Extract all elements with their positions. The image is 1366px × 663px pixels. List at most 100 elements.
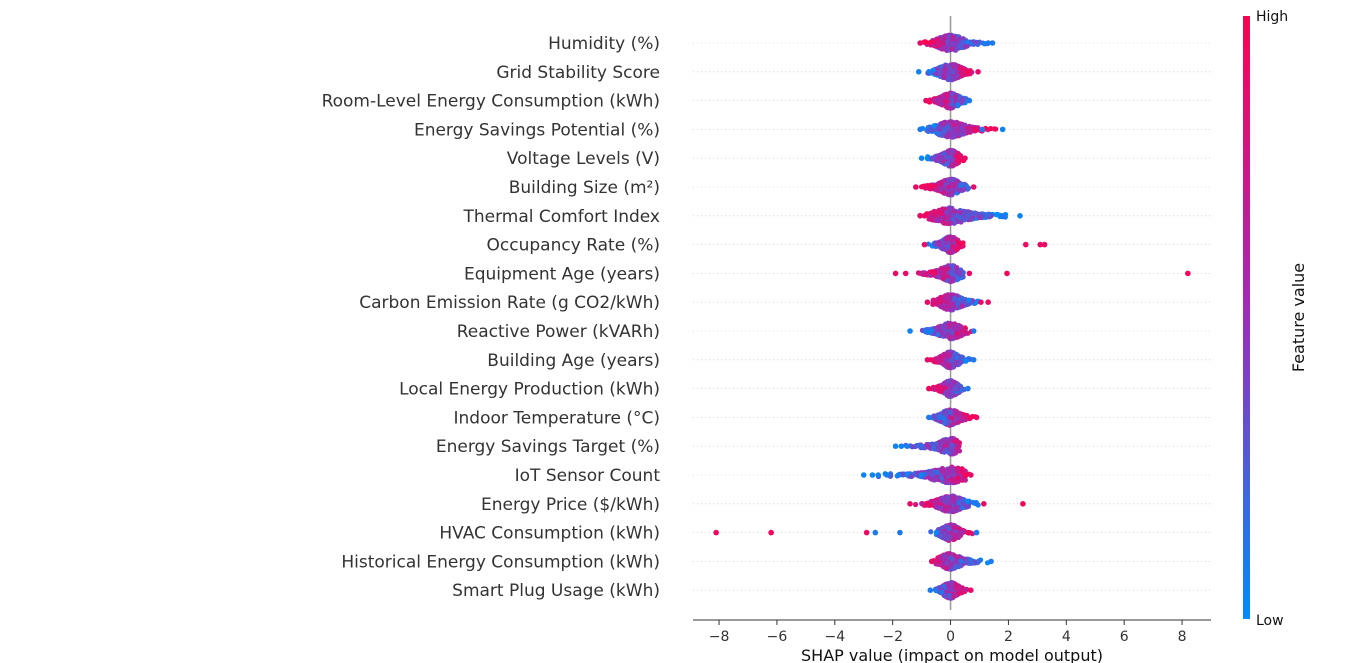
shap-point <box>935 331 941 337</box>
shap-point-outlier <box>1037 241 1044 248</box>
shap-point <box>959 99 965 105</box>
shap-point-outlier <box>989 40 996 46</box>
shap-point <box>945 391 952 397</box>
shap-point <box>960 240 966 246</box>
shap-point <box>959 122 965 129</box>
shap-point <box>946 176 952 183</box>
shap-point <box>956 43 963 49</box>
shap-point <box>958 324 964 330</box>
shap-point <box>954 73 960 79</box>
shap-point <box>927 39 933 46</box>
shap-point <box>941 36 947 43</box>
shap-point-outlier <box>921 213 928 219</box>
shap-point <box>954 130 960 136</box>
shap-point <box>991 126 998 132</box>
shap-point <box>950 212 956 218</box>
shap-point <box>952 295 958 301</box>
shap-point <box>955 122 961 128</box>
shap-point <box>942 356 948 362</box>
shap-point-outlier <box>884 472 890 478</box>
shap-point <box>942 128 948 135</box>
shap-point <box>935 357 941 363</box>
shap-point <box>936 239 942 246</box>
shap-point <box>950 467 956 473</box>
shap-point <box>955 103 961 109</box>
shap-point <box>950 216 956 222</box>
shap-point <box>931 385 937 392</box>
shap-point <box>944 295 950 301</box>
shap-point <box>967 209 974 216</box>
shap-point <box>965 69 972 75</box>
shap-point-outlier <box>869 472 876 478</box>
shap-point-outlier <box>913 184 919 190</box>
shap-point <box>947 409 953 415</box>
shap-point <box>965 185 972 191</box>
shap-point <box>940 220 947 226</box>
shap-point <box>952 386 958 392</box>
shap-point <box>934 157 940 163</box>
shap-point-outlier <box>917 40 923 46</box>
shap-point <box>950 34 956 40</box>
shap-point-outlier <box>921 184 928 190</box>
shap-point <box>958 182 964 188</box>
shap-point <box>947 436 953 442</box>
shap-point-outlier <box>966 270 973 277</box>
shap-point <box>940 272 947 278</box>
shap-point <box>955 419 961 425</box>
shap-point-outlier <box>921 241 928 248</box>
shap-point <box>941 121 947 128</box>
shap-point-outlier <box>902 270 909 277</box>
shap-point <box>948 358 955 364</box>
shap-point <box>946 352 953 358</box>
shap-point <box>961 186 967 192</box>
shap-point <box>954 330 960 337</box>
shap-point <box>949 271 955 277</box>
shap-point <box>935 99 941 106</box>
shap-point <box>936 274 942 280</box>
shap-point <box>943 479 949 485</box>
shap-point <box>949 330 955 336</box>
shap-point <box>993 212 999 218</box>
shap-point <box>958 219 964 225</box>
shap-point <box>941 449 947 455</box>
shap-point-outlier <box>1004 270 1010 277</box>
shap-point <box>955 468 961 475</box>
shap-point <box>939 475 945 481</box>
shap-point <box>985 211 991 217</box>
shap-point-outlier <box>970 328 977 334</box>
shap-point <box>945 420 951 426</box>
shap-point <box>944 209 950 215</box>
shap-point <box>929 328 935 334</box>
shap-point <box>938 414 944 420</box>
shap-point <box>934 217 940 223</box>
shap-point <box>956 270 962 276</box>
shap-point <box>962 477 968 483</box>
shap-point <box>936 69 942 75</box>
shap-point <box>944 92 950 98</box>
shap-point <box>947 364 953 370</box>
shap-point <box>951 134 957 140</box>
shap-point-outlier <box>895 472 902 478</box>
shap-point <box>912 501 919 508</box>
shap-point-outlier <box>985 299 991 306</box>
shap-point-outlier <box>966 97 973 104</box>
shap-point <box>952 408 958 414</box>
shap-point <box>943 98 949 104</box>
data-points <box>713 32 1191 601</box>
shap-point <box>953 361 959 367</box>
shap-point-outlier <box>892 270 899 277</box>
shap-point <box>966 297 972 303</box>
shap-point <box>941 267 948 273</box>
shap-point <box>925 154 931 160</box>
shap-point-outlier <box>926 385 932 392</box>
shap-point <box>954 157 960 163</box>
shap-point-outlier <box>907 328 913 334</box>
shap-point-outlier <box>924 299 931 306</box>
shap-point <box>937 186 944 192</box>
shap-point <box>957 65 963 71</box>
shap-point-outlier <box>985 40 991 46</box>
shap-point <box>930 297 936 303</box>
shap-point <box>938 303 944 310</box>
shap-point-outlier <box>1185 270 1191 277</box>
shap-point <box>949 76 956 83</box>
